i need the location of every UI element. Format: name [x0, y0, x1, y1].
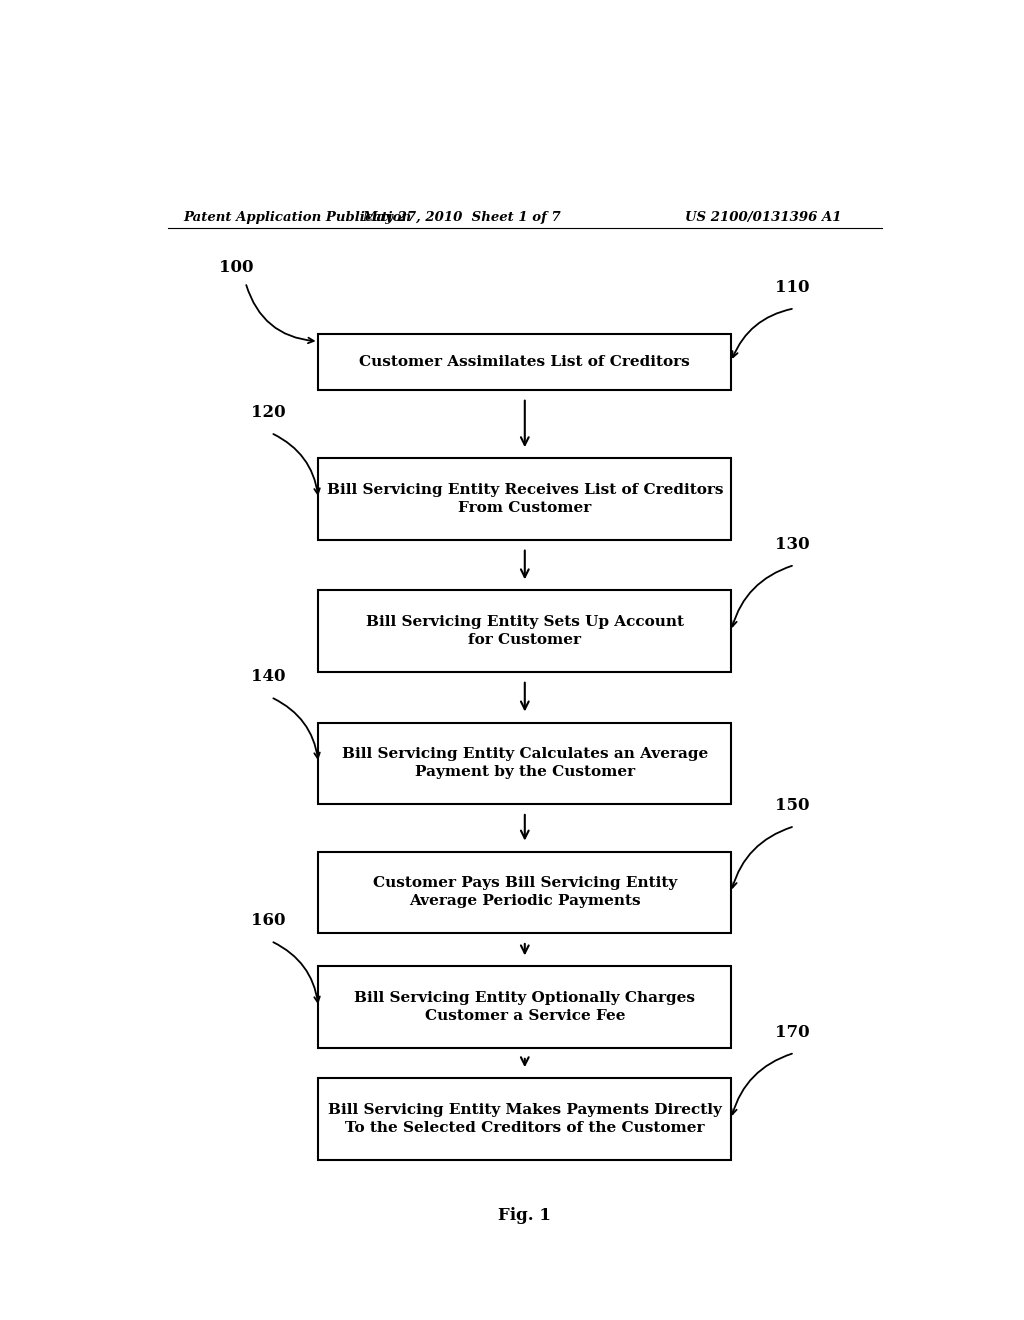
Text: Fig. 1: Fig. 1 [499, 1206, 551, 1224]
Text: Customer Pays Bill Servicing Entity
Average Periodic Payments: Customer Pays Bill Servicing Entity Aver… [373, 876, 677, 908]
Text: 100: 100 [219, 259, 254, 276]
Text: 160: 160 [251, 912, 286, 929]
FancyBboxPatch shape [318, 722, 731, 804]
Text: Bill Servicing Entity Receives List of Creditors
From Customer: Bill Servicing Entity Receives List of C… [327, 483, 723, 515]
FancyBboxPatch shape [318, 966, 731, 1048]
Text: Patent Application Publication: Patent Application Publication [183, 211, 412, 224]
FancyBboxPatch shape [318, 590, 731, 672]
Text: Bill Servicing Entity Calculates an Average
Payment by the Customer: Bill Servicing Entity Calculates an Aver… [342, 747, 708, 779]
Text: Bill Servicing Entity Makes Payments Directly
To the Selected Creditors of the C: Bill Servicing Entity Makes Payments Dir… [328, 1102, 722, 1135]
FancyBboxPatch shape [318, 1078, 731, 1159]
Text: 170: 170 [775, 1024, 809, 1041]
Text: Customer Assimilates List of Creditors: Customer Assimilates List of Creditors [359, 355, 690, 368]
Text: Bill Servicing Entity Optionally Charges
Customer a Service Fee: Bill Servicing Entity Optionally Charges… [354, 991, 695, 1023]
Text: 110: 110 [775, 280, 809, 297]
Text: 120: 120 [251, 404, 286, 421]
Text: 140: 140 [251, 668, 286, 685]
FancyBboxPatch shape [318, 458, 731, 540]
Text: May 27, 2010  Sheet 1 of 7: May 27, 2010 Sheet 1 of 7 [361, 211, 561, 224]
Text: 130: 130 [775, 536, 809, 553]
Text: US 2100/0131396 A1: US 2100/0131396 A1 [685, 211, 841, 224]
Text: Bill Servicing Entity Sets Up Account
for Customer: Bill Servicing Entity Sets Up Account fo… [366, 615, 684, 647]
FancyBboxPatch shape [318, 851, 731, 933]
Text: 150: 150 [775, 797, 809, 814]
FancyBboxPatch shape [318, 334, 731, 389]
